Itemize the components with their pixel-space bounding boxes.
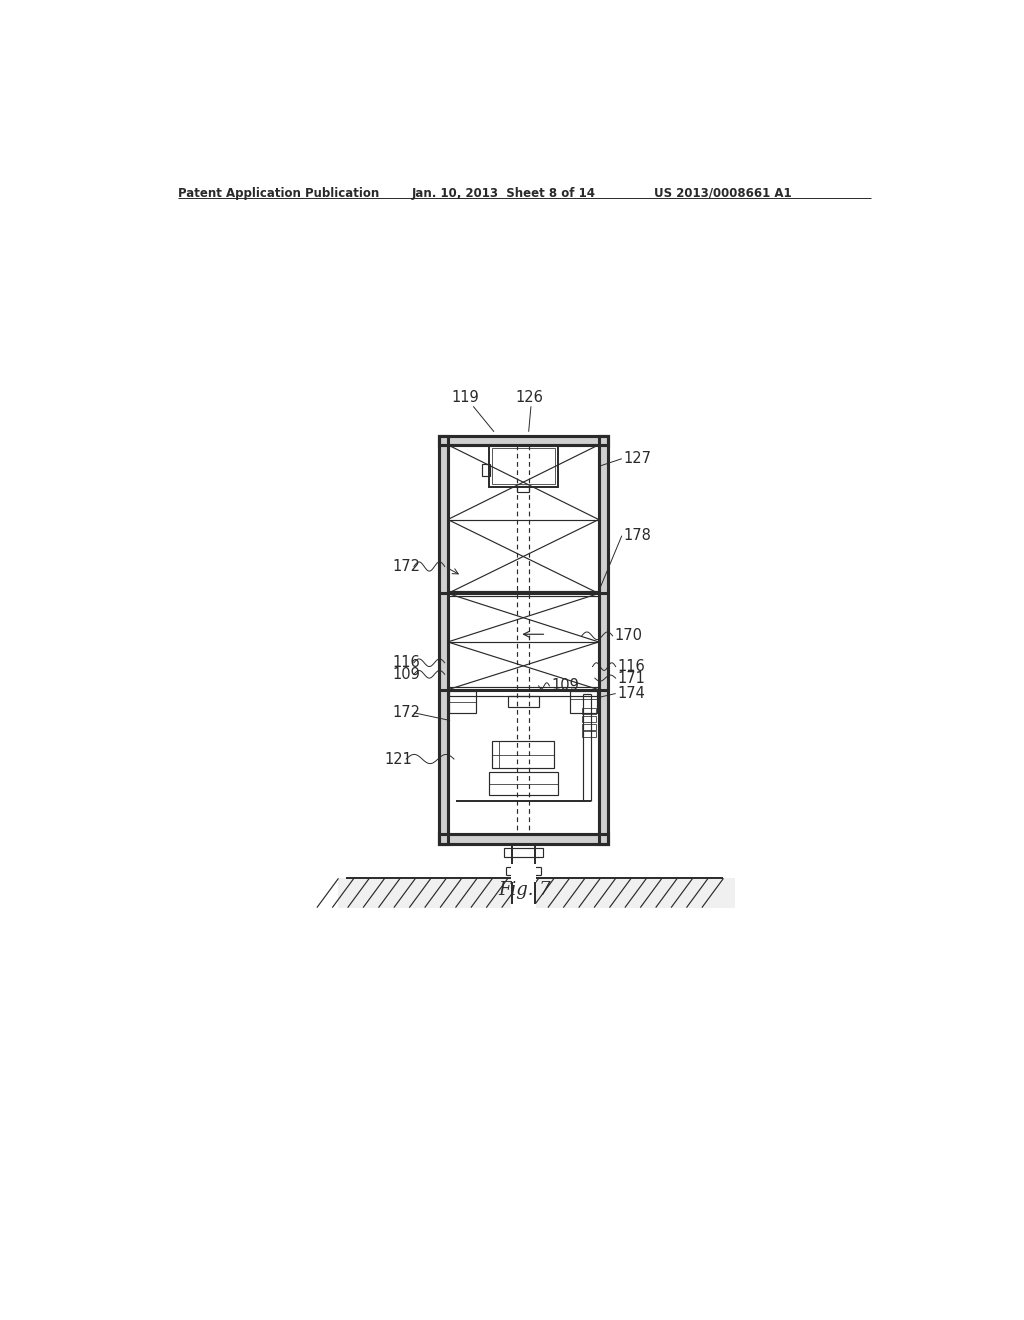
Bar: [508, 696, 539, 706]
Bar: [488, 772, 558, 795]
Text: 178: 178: [624, 528, 651, 544]
Text: 116: 116: [617, 659, 645, 675]
Bar: [582, 709, 596, 714]
Bar: [582, 715, 596, 722]
Text: 109: 109: [551, 678, 579, 693]
Bar: [438, 436, 608, 445]
Bar: [582, 731, 596, 738]
Bar: [438, 436, 447, 843]
Bar: [438, 436, 447, 843]
Bar: [488, 445, 558, 487]
Bar: [492, 447, 555, 484]
Text: 171: 171: [617, 671, 645, 685]
Bar: [517, 486, 529, 492]
Bar: [493, 742, 554, 768]
Bar: [339, 878, 735, 908]
Text: 109: 109: [392, 667, 420, 682]
Bar: [599, 436, 608, 843]
Text: 119: 119: [452, 389, 479, 405]
Text: 170: 170: [614, 628, 642, 643]
Bar: [599, 436, 608, 843]
Text: Jan. 10, 2013  Sheet 8 of 14: Jan. 10, 2013 Sheet 8 of 14: [412, 187, 596, 199]
Bar: [511, 863, 536, 908]
Bar: [482, 465, 490, 475]
Text: 127: 127: [624, 451, 651, 466]
Text: Patent Application Publication: Patent Application Publication: [178, 187, 380, 199]
Text: 126: 126: [515, 389, 544, 405]
Text: 172: 172: [392, 558, 421, 574]
Bar: [582, 723, 596, 730]
Bar: [450, 692, 476, 713]
Bar: [504, 847, 543, 857]
Text: 121: 121: [385, 751, 413, 767]
Text: Fig. 7: Fig. 7: [499, 880, 551, 899]
Bar: [438, 436, 608, 445]
Bar: [438, 834, 608, 843]
Text: US 2013/0008661 A1: US 2013/0008661 A1: [654, 187, 792, 199]
Text: 174: 174: [617, 686, 645, 701]
Bar: [570, 692, 597, 713]
Text: 172: 172: [392, 705, 421, 721]
Text: 116: 116: [392, 655, 420, 671]
Bar: [438, 834, 608, 843]
